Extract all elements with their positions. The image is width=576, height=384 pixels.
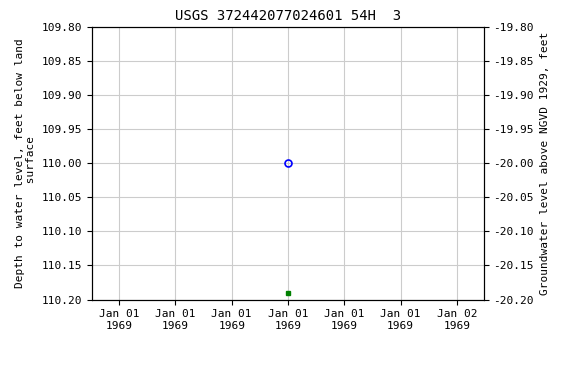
Y-axis label: Depth to water level, feet below land
 surface: Depth to water level, feet below land su… <box>15 38 36 288</box>
Y-axis label: Groundwater level above NGVD 1929, feet: Groundwater level above NGVD 1929, feet <box>540 31 550 295</box>
Title: USGS 372442077024601 54H  3: USGS 372442077024601 54H 3 <box>175 9 401 23</box>
